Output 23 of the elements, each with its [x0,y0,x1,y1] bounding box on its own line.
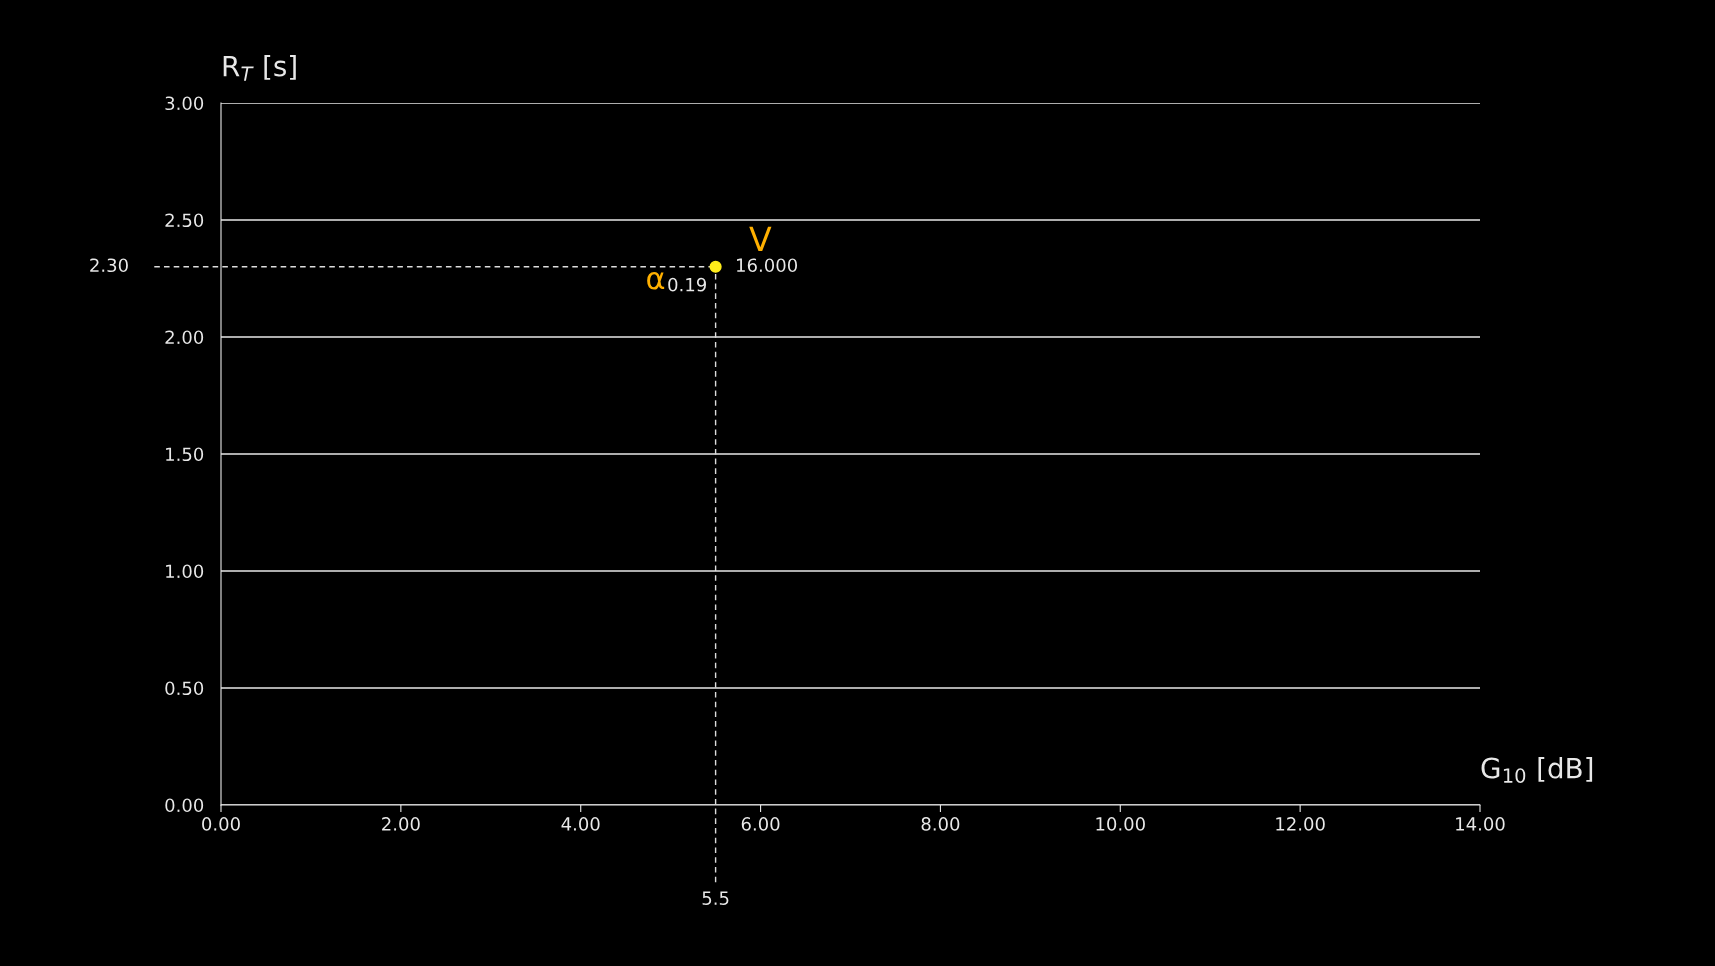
y-tick-label: 0.50 [165,681,204,696]
y-tick-label: 2.50 [165,213,204,228]
x-tick-label: 0.00 [202,817,240,831]
annotation: 0.19 [668,277,706,292]
y-tick-label: 3.00 [165,96,204,111]
ref-line-label: 2.30 [90,258,128,273]
ref-line-label: 5.5 [702,891,729,906]
y-axis-title: R$_{T}$ [s] [223,55,296,81]
y-tick-label: 1.50 [166,447,204,462]
x-tick-label: 14.00 [1456,817,1505,831]
annotation: α [647,272,665,290]
x-tick-label: 8.00 [921,817,960,831]
y-tick-label: 1.00 [166,564,204,579]
annotation: V [749,226,772,251]
x-tick-label: 12.00 [1276,817,1325,831]
x-tick-label: 6.00 [741,817,780,831]
y-tick-label: 2.00 [165,330,204,345]
annotation: 16.000 [737,258,798,273]
x-tick-label: 10.00 [1096,817,1145,831]
x-tick-label: 4.00 [561,817,600,831]
y-tick-label: 0.00 [165,798,204,813]
x-tick-label: 2.00 [382,817,420,831]
x-axis-title: G$_{10}$ [dB] [1481,757,1593,783]
